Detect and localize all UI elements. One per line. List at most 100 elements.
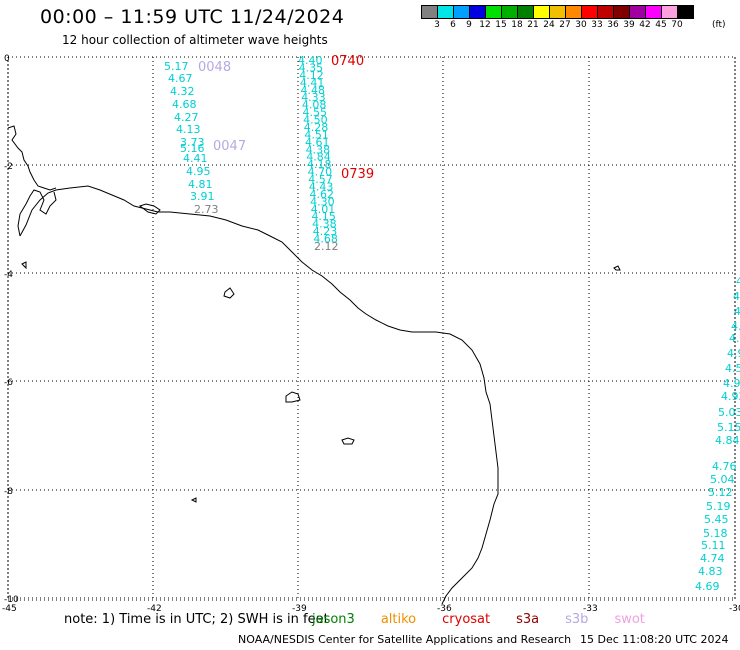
footer-credit: NOAA/NESDIS Center for Satellite Applica… <box>238 633 572 646</box>
legend-label: 21 <box>527 20 539 30</box>
island-4 <box>341 437 355 445</box>
swh-value-track-a: 4.68 <box>172 98 197 111</box>
swh-value-track-a: 4.95 <box>186 165 211 178</box>
swh-value-track-b: 4.38 <box>312 218 337 231</box>
satellite-name-s3a: s3a <box>516 612 540 627</box>
swh-value-track-b: 4.68 <box>313 233 338 246</box>
swh-value-track-c: 4.76 <box>712 460 737 473</box>
lat-label: 0 <box>4 54 10 64</box>
swh-value-track-b: 2.12 <box>314 240 339 253</box>
color-legend <box>421 5 694 19</box>
legend-label: 36 <box>607 20 619 30</box>
swh-value-track-c: 5.04 <box>710 473 735 486</box>
swh-value-track-b: 4.18 <box>307 158 332 171</box>
swh-value-track-c: 4.84 <box>715 434 740 447</box>
swh-value-track-c: 4.92 <box>721 390 740 403</box>
island-2 <box>223 287 235 299</box>
swh-value-track-c: 4.74 <box>700 552 725 565</box>
lat-label: -10 <box>4 595 19 605</box>
lon-label: -36 <box>437 604 452 614</box>
swh-value-track-b: 4.70 <box>308 166 333 179</box>
swh-value-track-a: 4.81 <box>188 178 213 191</box>
swh-value-track-b: 4.57 <box>308 173 333 186</box>
legend-label: 15 <box>495 20 507 30</box>
legend-label: 42 <box>639 20 651 30</box>
lon-label: -30 <box>729 604 740 614</box>
swh-value-track-b: 4.40 <box>298 54 323 67</box>
swh-value-track-c: 4 <box>733 290 740 303</box>
satellite-name-altiko: altiko <box>380 612 417 627</box>
satellite-legend: jason3 altiko cryosat s3a s3b swot <box>312 612 645 627</box>
satellite-name-jason3: jason3 <box>312 612 355 627</box>
swh-value-track-b: 4.38 <box>306 143 331 156</box>
island-6 <box>21 261 27 270</box>
legend-label: 30 <box>575 20 587 30</box>
swh-value-track-b: 4.62 <box>310 188 335 201</box>
legend-label: 39 <box>623 20 635 30</box>
swh-value-track-c: 4. <box>731 320 740 333</box>
swh-value-track-c: 4. <box>734 305 740 318</box>
lon-label: -39 <box>292 604 307 614</box>
swh-value-track-c: 4 <box>736 275 740 288</box>
map-subtitle: 12 hour collection of altimeter wave hei… <box>62 33 328 47</box>
swh-value-track-c: 5.15 <box>717 421 740 434</box>
swh-value-track-b: 4.08 <box>302 99 327 112</box>
swh-value-track-a: 3.73 <box>180 136 205 149</box>
swh-value-track-a: 4.13 <box>176 123 201 136</box>
footer-timestamp: 15 Dec 11:08:20 UTC 2024 <box>580 633 729 646</box>
island-3 <box>285 391 301 403</box>
swh-value-track-c: 5.03 <box>718 406 740 419</box>
swh-value-track-b: 4.15 <box>311 210 336 223</box>
legend-label: 3 <box>434 20 440 30</box>
lon-label: -33 <box>583 604 598 614</box>
swh-value-track-b: 4.50 <box>303 114 328 127</box>
legend-label: 6 <box>450 20 456 30</box>
altimeter-tracks: 5.174.674.324.684.274.133.735.164.414.95… <box>164 54 740 593</box>
legend-label: 24 <box>543 20 555 30</box>
swh-value-track-c: 5.45 <box>704 513 729 526</box>
swh-value-track-b: 4.30 <box>310 195 335 208</box>
track-a-end-time: 0047 <box>213 139 246 154</box>
swh-value-track-a: 2.73 <box>194 203 219 216</box>
mainland-coastline <box>19 185 499 605</box>
island-7 <box>190 497 197 503</box>
swh-value-track-b: 4.55 <box>302 106 327 119</box>
swh-value-track-b: 4.61 <box>305 136 330 149</box>
satellite-name-s3b: s3b <box>565 612 589 627</box>
legend-label: 70 <box>671 20 683 30</box>
swh-value-track-c: 4.83 <box>698 565 723 578</box>
island-5 <box>613 265 621 271</box>
legend-label: 12 <box>479 20 491 30</box>
delta-islands <box>17 189 57 237</box>
legend-labels: 3 6 9 12 15 18 21 24 27 30 33 36 39 42 45 70 <box>429 20 685 30</box>
note-text: note: 1) Time is in UTC; 2) SWH is in fe… <box>64 612 329 627</box>
swh-value-track-b: 4.48 <box>301 84 326 97</box>
swh-value-track-b: 4.43 <box>309 180 334 193</box>
map-frame <box>7 56 736 601</box>
swh-value-track-c: 5.11 <box>701 539 726 552</box>
lat-label: -8 <box>4 487 13 497</box>
swh-value-track-a: 4.67 <box>168 72 193 85</box>
swh-value-track-c: 5.18 <box>703 527 728 540</box>
swh-value-track-c: 4.92 <box>723 377 740 390</box>
legend-swatch <box>677 5 694 19</box>
legend-label: 18 <box>511 20 523 30</box>
lon-label: -45 <box>2 604 17 614</box>
swh-value-track-a: 3.91 <box>190 190 215 203</box>
swh-value-track-b: 4.84 <box>306 151 331 164</box>
coast-inlet <box>7 125 57 191</box>
swh-value-track-b: 4.35 <box>299 61 324 74</box>
legend-label: 9 <box>466 20 472 30</box>
track-b-start-time: 0740 <box>331 54 364 69</box>
map-grid: 0 -2 -4 -6 -8 -10-45 -42 -39 -36 -33 -30 <box>2 54 740 614</box>
swh-value-track-b: 4.51 <box>304 128 329 141</box>
swh-value-track-c: 5.12 <box>708 486 733 499</box>
legend-unit: (ft) <box>712 20 726 30</box>
swh-value-track-c: 4.69 <box>695 580 720 593</box>
swh-value-track-c: 4.5 <box>725 362 740 375</box>
swh-value-track-b: 4.28 <box>304 121 329 134</box>
swh-value-track-b: 4.12 <box>299 69 324 82</box>
island-1 <box>138 203 161 215</box>
satellite-name-cryosat: cryosat <box>442 612 491 627</box>
